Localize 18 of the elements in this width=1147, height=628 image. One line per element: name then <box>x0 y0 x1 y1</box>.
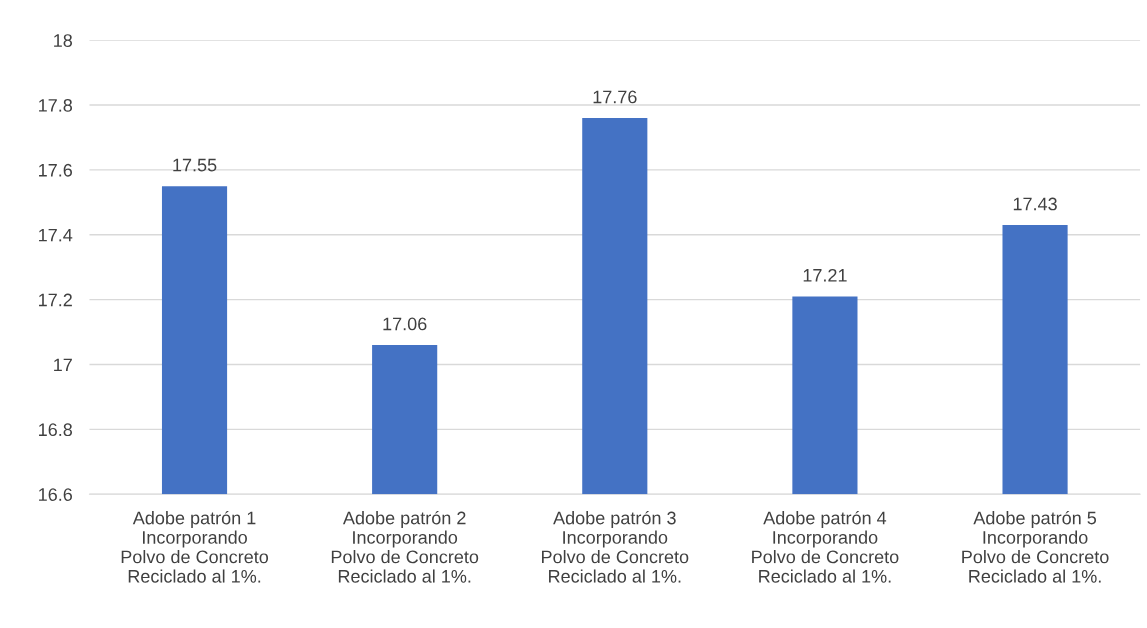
data-label: 17.21 <box>803 268 847 282</box>
x-tick-label: Adobe patrón 4 Incorporando Polvo de Concreto Reciclado al 1%. <box>752 510 899 583</box>
x-tick-label: Adobe patrón 5 Incorporando Polvo de Concreto Reciclado al 1%. <box>962 510 1109 583</box>
y-tick-label: 16.6 <box>39 488 73 501</box>
x-tick-label: Adobe patrón 1 Incorporando Polvo de Concreto Reciclado al 1%. <box>121 510 269 583</box>
data-label: 17.06 <box>383 317 427 331</box>
y-tick-label: 17.4 <box>39 228 73 242</box>
y-tick-label: 17.6 <box>39 163 73 177</box>
data-label: 17.43 <box>1013 197 1057 211</box>
y-tick-label: 18 <box>54 34 73 47</box>
x-tick-label: Adobe patrón 3 Incorporando Polvo de Concreto Reciclado al 1%. <box>542 510 689 583</box>
data-label: 17.76 <box>593 90 637 104</box>
y-tick-label: 17.8 <box>39 98 73 112</box>
y-tick-label: 16.8 <box>39 423 73 437</box>
data-label: 17.55 <box>173 158 217 172</box>
x-tick-label: Adobe patrón 2 Incorporando Polvo de Concreto Reciclado al 1%. <box>331 510 479 583</box>
y-tick-label: 17.2 <box>39 293 72 307</box>
y-tick-label: 17 <box>54 358 72 372</box>
